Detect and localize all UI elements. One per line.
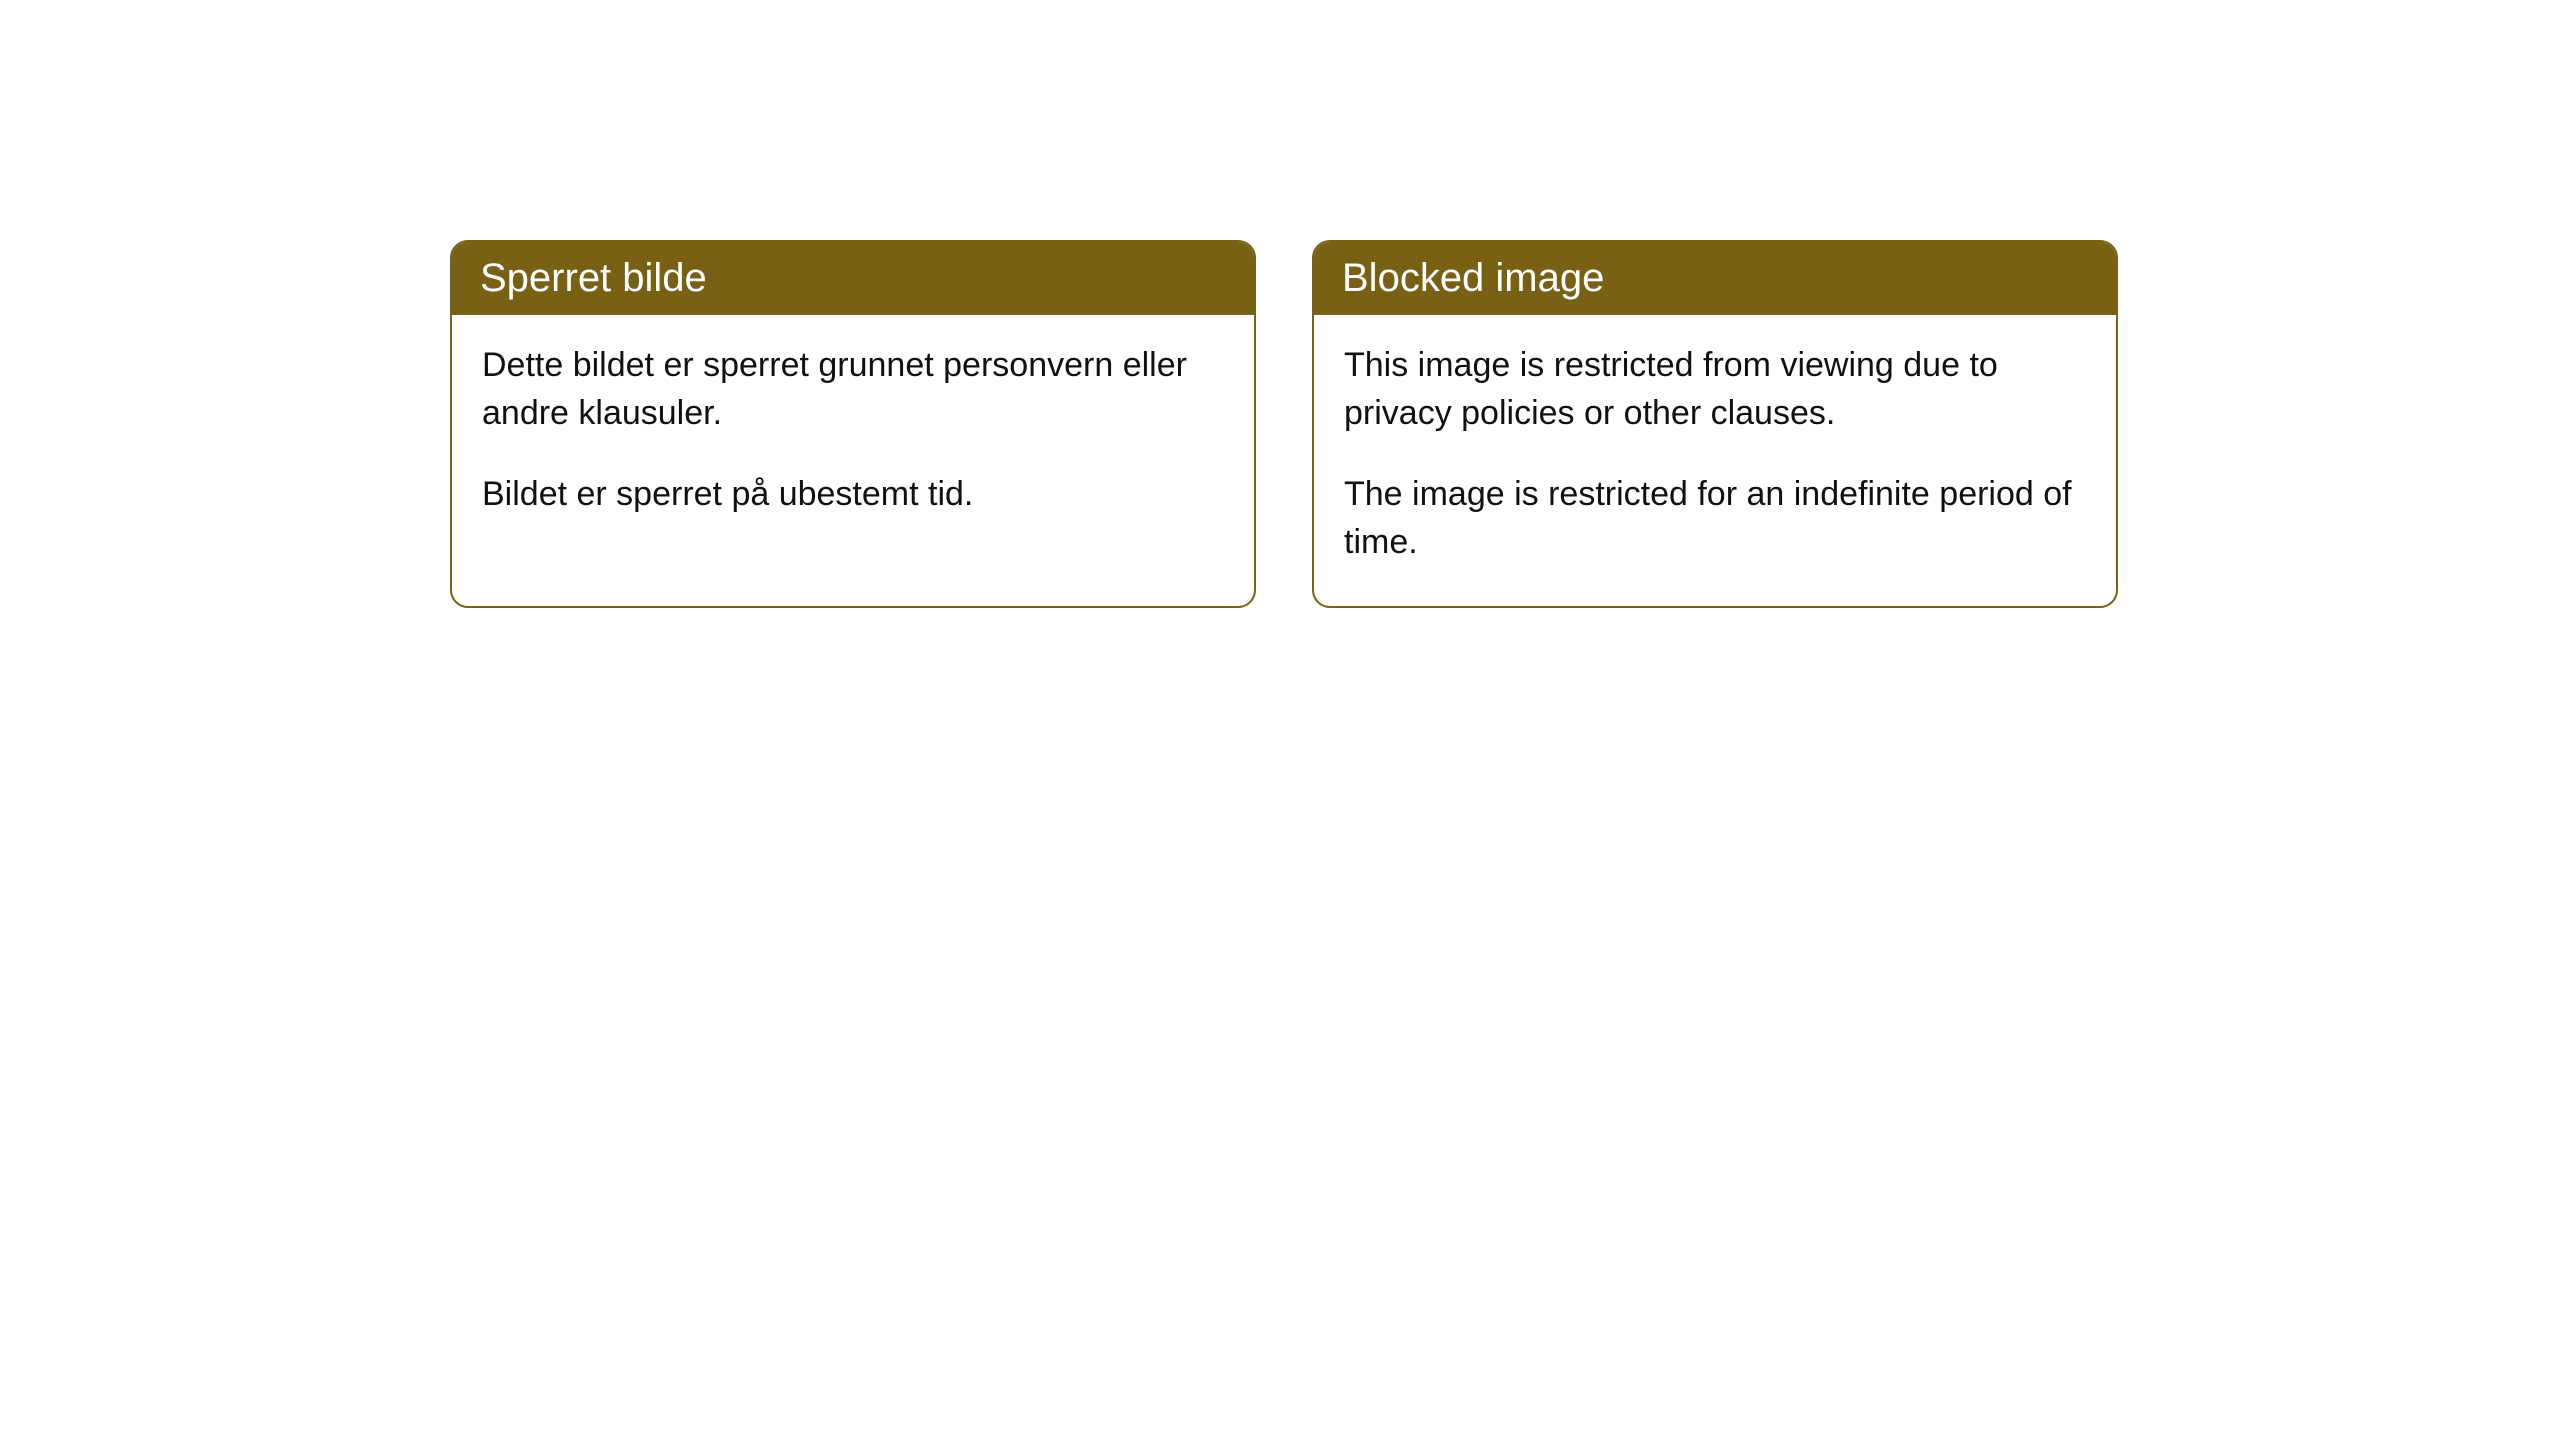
card-paragraph: Dette bildet er sperret grunnet personve… xyxy=(482,341,1224,438)
notice-card-norwegian: Sperret bilde Dette bildet er sperret gr… xyxy=(450,240,1256,608)
notice-card-english: Blocked image This image is restricted f… xyxy=(1312,240,2118,608)
notice-cards-container: Sperret bilde Dette bildet er sperret gr… xyxy=(450,240,2118,608)
card-paragraph: The image is restricted for an indefinit… xyxy=(1344,470,2086,567)
card-header: Sperret bilde xyxy=(452,242,1254,315)
card-paragraph: Bildet er sperret på ubestemt tid. xyxy=(482,470,1224,518)
card-header: Blocked image xyxy=(1314,242,2116,315)
card-body: This image is restricted from viewing du… xyxy=(1314,315,2116,606)
card-title: Blocked image xyxy=(1342,256,1604,300)
card-paragraph: This image is restricted from viewing du… xyxy=(1344,341,2086,438)
card-title: Sperret bilde xyxy=(480,256,707,300)
card-body: Dette bildet er sperret grunnet personve… xyxy=(452,315,1254,558)
